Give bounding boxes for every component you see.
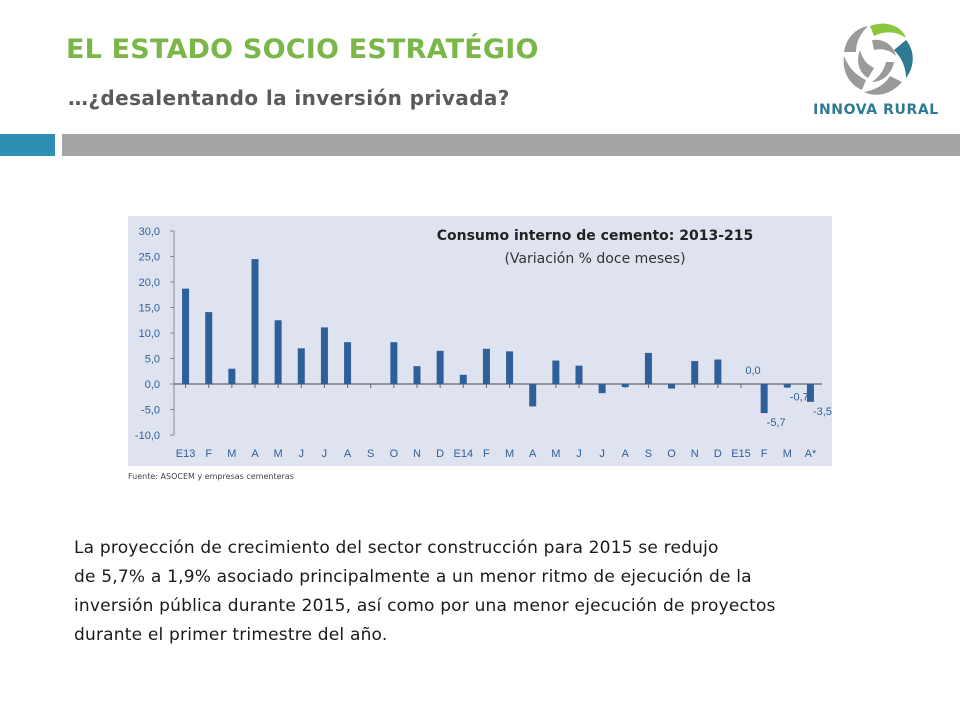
x-tick-label: J: [599, 448, 605, 460]
data-label: -3,5: [813, 406, 832, 418]
x-tick-label: J: [299, 448, 305, 460]
x-tick-label: J: [322, 448, 328, 460]
x-tick-label: N: [691, 448, 699, 460]
gray-band: [62, 134, 960, 156]
y-tick-label: 5,0: [145, 354, 160, 366]
x-tick-label: S: [367, 448, 374, 460]
bar: [760, 384, 768, 414]
x-tick-label: O: [667, 448, 676, 460]
x-tick-label: M: [551, 448, 560, 460]
x-tick-label: A: [344, 448, 352, 460]
x-tick-label: O: [390, 448, 399, 460]
paragraph-line: durante el primer trimestre del año.: [74, 625, 388, 645]
chart-subtitle: (Variación % doce meses): [504, 251, 686, 267]
x-tick-label: D: [436, 448, 444, 460]
x-tick-label: A: [529, 448, 537, 460]
chart-title: Consumo interno de cemento: 2013-215: [436, 228, 754, 244]
x-tick-label: M: [227, 448, 236, 460]
bar: [436, 350, 444, 384]
bar: [228, 368, 236, 384]
y-tick-label: -10,0: [135, 430, 160, 442]
innova-rural-logo: INNOVA RURAL: [808, 16, 944, 126]
y-tick-label: 25,0: [139, 252, 160, 264]
bar: [320, 327, 328, 384]
bar: [274, 320, 282, 384]
y-tick-label: 20,0: [139, 277, 160, 289]
x-tick-label: A*: [805, 448, 817, 460]
bar: [714, 359, 722, 384]
bar: [413, 366, 421, 384]
chart-panel: 30,0 25,0 20,0 15,0 10,0 5,0 0,0 -5,0 -10,0 E13 F M…: [128, 216, 832, 466]
bar: [668, 384, 676, 389]
bar: [598, 384, 606, 394]
x-tick-label: A: [622, 448, 630, 460]
x-tick-label: M: [274, 448, 283, 460]
bar: [691, 361, 699, 384]
y-tick-label: 10,0: [139, 328, 160, 340]
bar: [482, 348, 490, 384]
data-label: -0,7: [790, 392, 809, 404]
y-tick-label: 15,0: [139, 303, 160, 315]
paragraph-line: La proyección de crecimiento del sector …: [74, 538, 719, 558]
bar: [344, 342, 352, 384]
body-paragraph: La proyección de crecimiento del sector …: [74, 534, 864, 650]
logo-text: INNOVA RURAL: [813, 102, 939, 118]
logo-swirl-icon: [843, 23, 913, 95]
x-tick-label: E14: [453, 448, 473, 460]
bar: [783, 384, 791, 388]
y-tick-label: 30,0: [139, 226, 160, 238]
y-tick-label: -5,0: [141, 405, 160, 417]
chart-source: Fuente: ASOCEM y empresas cementeras: [128, 472, 294, 481]
bar: [297, 348, 305, 384]
x-tick-label: S: [645, 448, 652, 460]
bar: [205, 312, 213, 384]
data-label: -5,7: [767, 417, 786, 429]
x-tick-label: D: [714, 448, 722, 460]
slide-title: EL ESTADO SOCIO ESTRATÉGIO: [66, 34, 539, 65]
data-label: 0,0: [745, 365, 760, 377]
bar: [390, 342, 398, 384]
x-tick-label: J: [576, 448, 582, 460]
paragraph-line: inversión pública durante 2015, así como…: [74, 596, 776, 616]
cement-bar-chart: 30,0 25,0 20,0 15,0 10,0 5,0 0,0 -5,0 -10,0 E13 F M…: [135, 226, 832, 460]
x-tick-label: F: [483, 448, 490, 460]
x-tick-label: M: [783, 448, 792, 460]
x-tick-label: M: [505, 448, 514, 460]
x-tick-label: A: [251, 448, 259, 460]
bar: [806, 384, 814, 402]
x-tick-label: E15: [731, 448, 751, 460]
y-tick-label: 0,0: [145, 379, 160, 391]
bar: [529, 384, 537, 407]
x-tick-label: E13: [176, 448, 196, 460]
x-tick-label: N: [413, 448, 421, 460]
accent-band: [0, 134, 55, 156]
x-tick-label: F: [205, 448, 212, 460]
bar: [182, 288, 190, 384]
slide-subtitle: …¿desalentando la inversión privada?: [68, 86, 510, 110]
bar: [459, 374, 467, 384]
bar: [575, 365, 583, 384]
paragraph-line: de 5,7% a 1,9% asociado principalmente a…: [74, 567, 752, 587]
bar: [644, 352, 652, 384]
bar: [621, 384, 629, 388]
bar: [506, 351, 514, 384]
bar: [552, 360, 560, 384]
x-tick-label: F: [761, 448, 768, 460]
bar: [251, 259, 259, 384]
